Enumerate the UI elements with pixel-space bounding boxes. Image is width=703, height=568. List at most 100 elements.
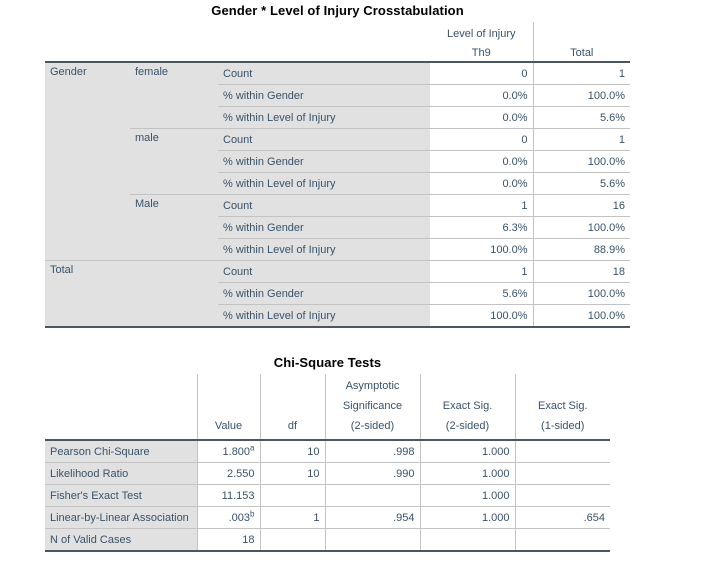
table-row: N of Valid Cases 18 — [45, 528, 610, 551]
value-cell: 18 — [197, 528, 261, 551]
header-line: (2-sided) — [350, 420, 395, 432]
test-label-cell: Pearson Chi-Square — [45, 440, 198, 463]
row-group-cell: Gender — [45, 62, 130, 261]
exact-sig-1-cell — [515, 440, 610, 463]
data-cell: 6.3% — [430, 216, 534, 239]
table-row: % within Level of Injury 100.0% 100.0% — [45, 304, 631, 327]
value-text: 1.800 — [222, 445, 251, 458]
data-cell: 0.0% — [430, 84, 534, 107]
table-row: Likelihood Ratio 2.550 10 .990 1.000 — [45, 462, 610, 485]
test-label-cell: Likelihood Ratio — [45, 462, 198, 485]
header-line: Exact Sig. — [537, 400, 588, 412]
value-cell: 11.153 — [197, 484, 261, 507]
exact-sig-1-cell: .654 — [515, 506, 610, 529]
value-text: .003 — [228, 511, 251, 524]
value-cell: 1.800a — [197, 440, 261, 463]
data-cell: 100.0% — [533, 150, 631, 173]
column-header-exact-sig-2: Exact Sig. (2-sided) — [420, 374, 516, 441]
table-row: % within Level of Injury 0.0% 5.6% — [45, 106, 631, 129]
table-row: Total Count 1 18 — [45, 260, 631, 327]
column-header-total: Total — [533, 42, 631, 63]
asymp-sig-cell — [325, 484, 421, 507]
data-cell: 1 — [430, 260, 534, 283]
stat-label-cell: % within Gender — [218, 150, 431, 173]
data-cell: 0 — [430, 62, 534, 85]
value-cell: 2.550 — [197, 462, 261, 485]
stat-label-cell: % within Gender — [218, 84, 431, 107]
exact-sig-1-cell — [515, 528, 610, 551]
stat-label-cell: Count — [218, 62, 431, 85]
data-cell: 5.6% — [430, 282, 534, 305]
stat-label-cell: % within Level of Injury — [218, 238, 431, 261]
data-cell: 100.0% — [533, 282, 631, 305]
crosstab-section: Gender * Level of Injury Crosstabulation… — [45, 3, 631, 328]
category-cell: male — [130, 128, 218, 195]
footnote-marker-a: a — [250, 442, 255, 452]
chi-square-section: Chi-Square Tests Value df Asymptotic Sig… — [45, 355, 610, 552]
data-cell: 100.0% — [533, 84, 631, 107]
data-cell: 100.0% — [533, 304, 631, 327]
exact-sig-1-cell — [515, 462, 610, 485]
asymp-sig-cell: .990 — [325, 462, 421, 485]
exact-sig-2-cell: 1.000 — [420, 484, 516, 507]
df-cell: 1 — [260, 506, 326, 529]
data-cell: 1 — [430, 194, 534, 217]
crosstab-table: Level of Injury Th9 Total Gender female … — [45, 22, 631, 328]
df-cell — [260, 484, 326, 507]
exact-sig-2-cell: 1.000 — [420, 506, 516, 529]
data-cell: 16 — [533, 194, 631, 217]
data-cell: 1 — [533, 62, 631, 85]
table-row: Linear-by-Linear Association .003b 1 .95… — [45, 506, 610, 529]
exact-sig-2-cell — [420, 528, 516, 551]
stat-label-cell: % within Gender — [218, 216, 431, 239]
table-row: % within Gender 5.6% 100.0% — [45, 282, 631, 305]
header-line: (2-sided) — [445, 420, 490, 432]
data-cell: 100.0% — [533, 216, 631, 239]
data-cell: 1 — [533, 128, 631, 151]
data-cell: 0.0% — [430, 106, 534, 129]
header-spacer — [45, 42, 431, 63]
stat-label-cell: Count — [218, 260, 431, 283]
header-spacer — [45, 22, 430, 42]
asymp-sig-cell — [325, 528, 421, 551]
data-cell: 18 — [533, 260, 631, 283]
column-header-value: Value — [197, 374, 261, 441]
test-label-cell: N of Valid Cases — [45, 528, 198, 551]
data-cell: 0 — [430, 128, 534, 151]
column-group-header: Level of Injury — [430, 22, 534, 42]
table-row: % within Gender 6.3% 100.0% — [45, 216, 631, 239]
table-row: % within Level of Injury 0.0% 5.6% — [45, 172, 631, 195]
total-group-cell: Total — [45, 260, 218, 327]
test-label-cell: Fisher's Exact Test — [45, 484, 198, 507]
table-row: male Count 0 1 — [45, 128, 631, 195]
value-cell: .003b — [197, 506, 261, 529]
column-header-th9: Th9 — [430, 42, 534, 63]
data-cell: 100.0% — [430, 238, 534, 261]
table-row: % within Level of Injury 100.0% 88.9% — [45, 238, 631, 261]
category-cell: Male — [130, 194, 218, 261]
stat-label-cell: % within Gender — [218, 282, 431, 305]
asymp-sig-cell: .954 — [325, 506, 421, 529]
column-header-asymp-sig: Asymptotic Significance (2-sided) — [325, 374, 421, 441]
stat-label-cell: Count — [218, 128, 431, 151]
data-cell: 0.0% — [430, 150, 534, 173]
header-line: Significance — [342, 400, 403, 412]
category-cell: female — [130, 62, 218, 129]
df-cell: 10 — [260, 440, 326, 463]
exact-sig-2-cell: 1.000 — [420, 440, 516, 463]
header-line: (1-sided) — [541, 420, 585, 432]
table-row: % within Gender 0.0% 100.0% — [45, 84, 631, 107]
exact-sig-2-cell: 1.000 — [420, 462, 516, 485]
footnote-marker-b: b — [250, 508, 255, 518]
chi-square-title: Chi-Square Tests — [273, 355, 382, 370]
test-label-cell: Linear-by-Linear Association — [45, 506, 198, 529]
table-row: % within Gender 0.0% 100.0% — [45, 150, 631, 173]
header-line: Asymptotic — [345, 380, 400, 392]
header-spacer — [45, 374, 198, 441]
column-header-exact-sig-1: Exact Sig. (1-sided) — [515, 374, 610, 441]
crosstab-title: Gender * Level of Injury Crosstabulation — [211, 3, 464, 18]
data-cell: 88.9% — [533, 238, 631, 261]
header-line: Exact Sig. — [442, 400, 493, 412]
header-spacer — [533, 22, 631, 42]
